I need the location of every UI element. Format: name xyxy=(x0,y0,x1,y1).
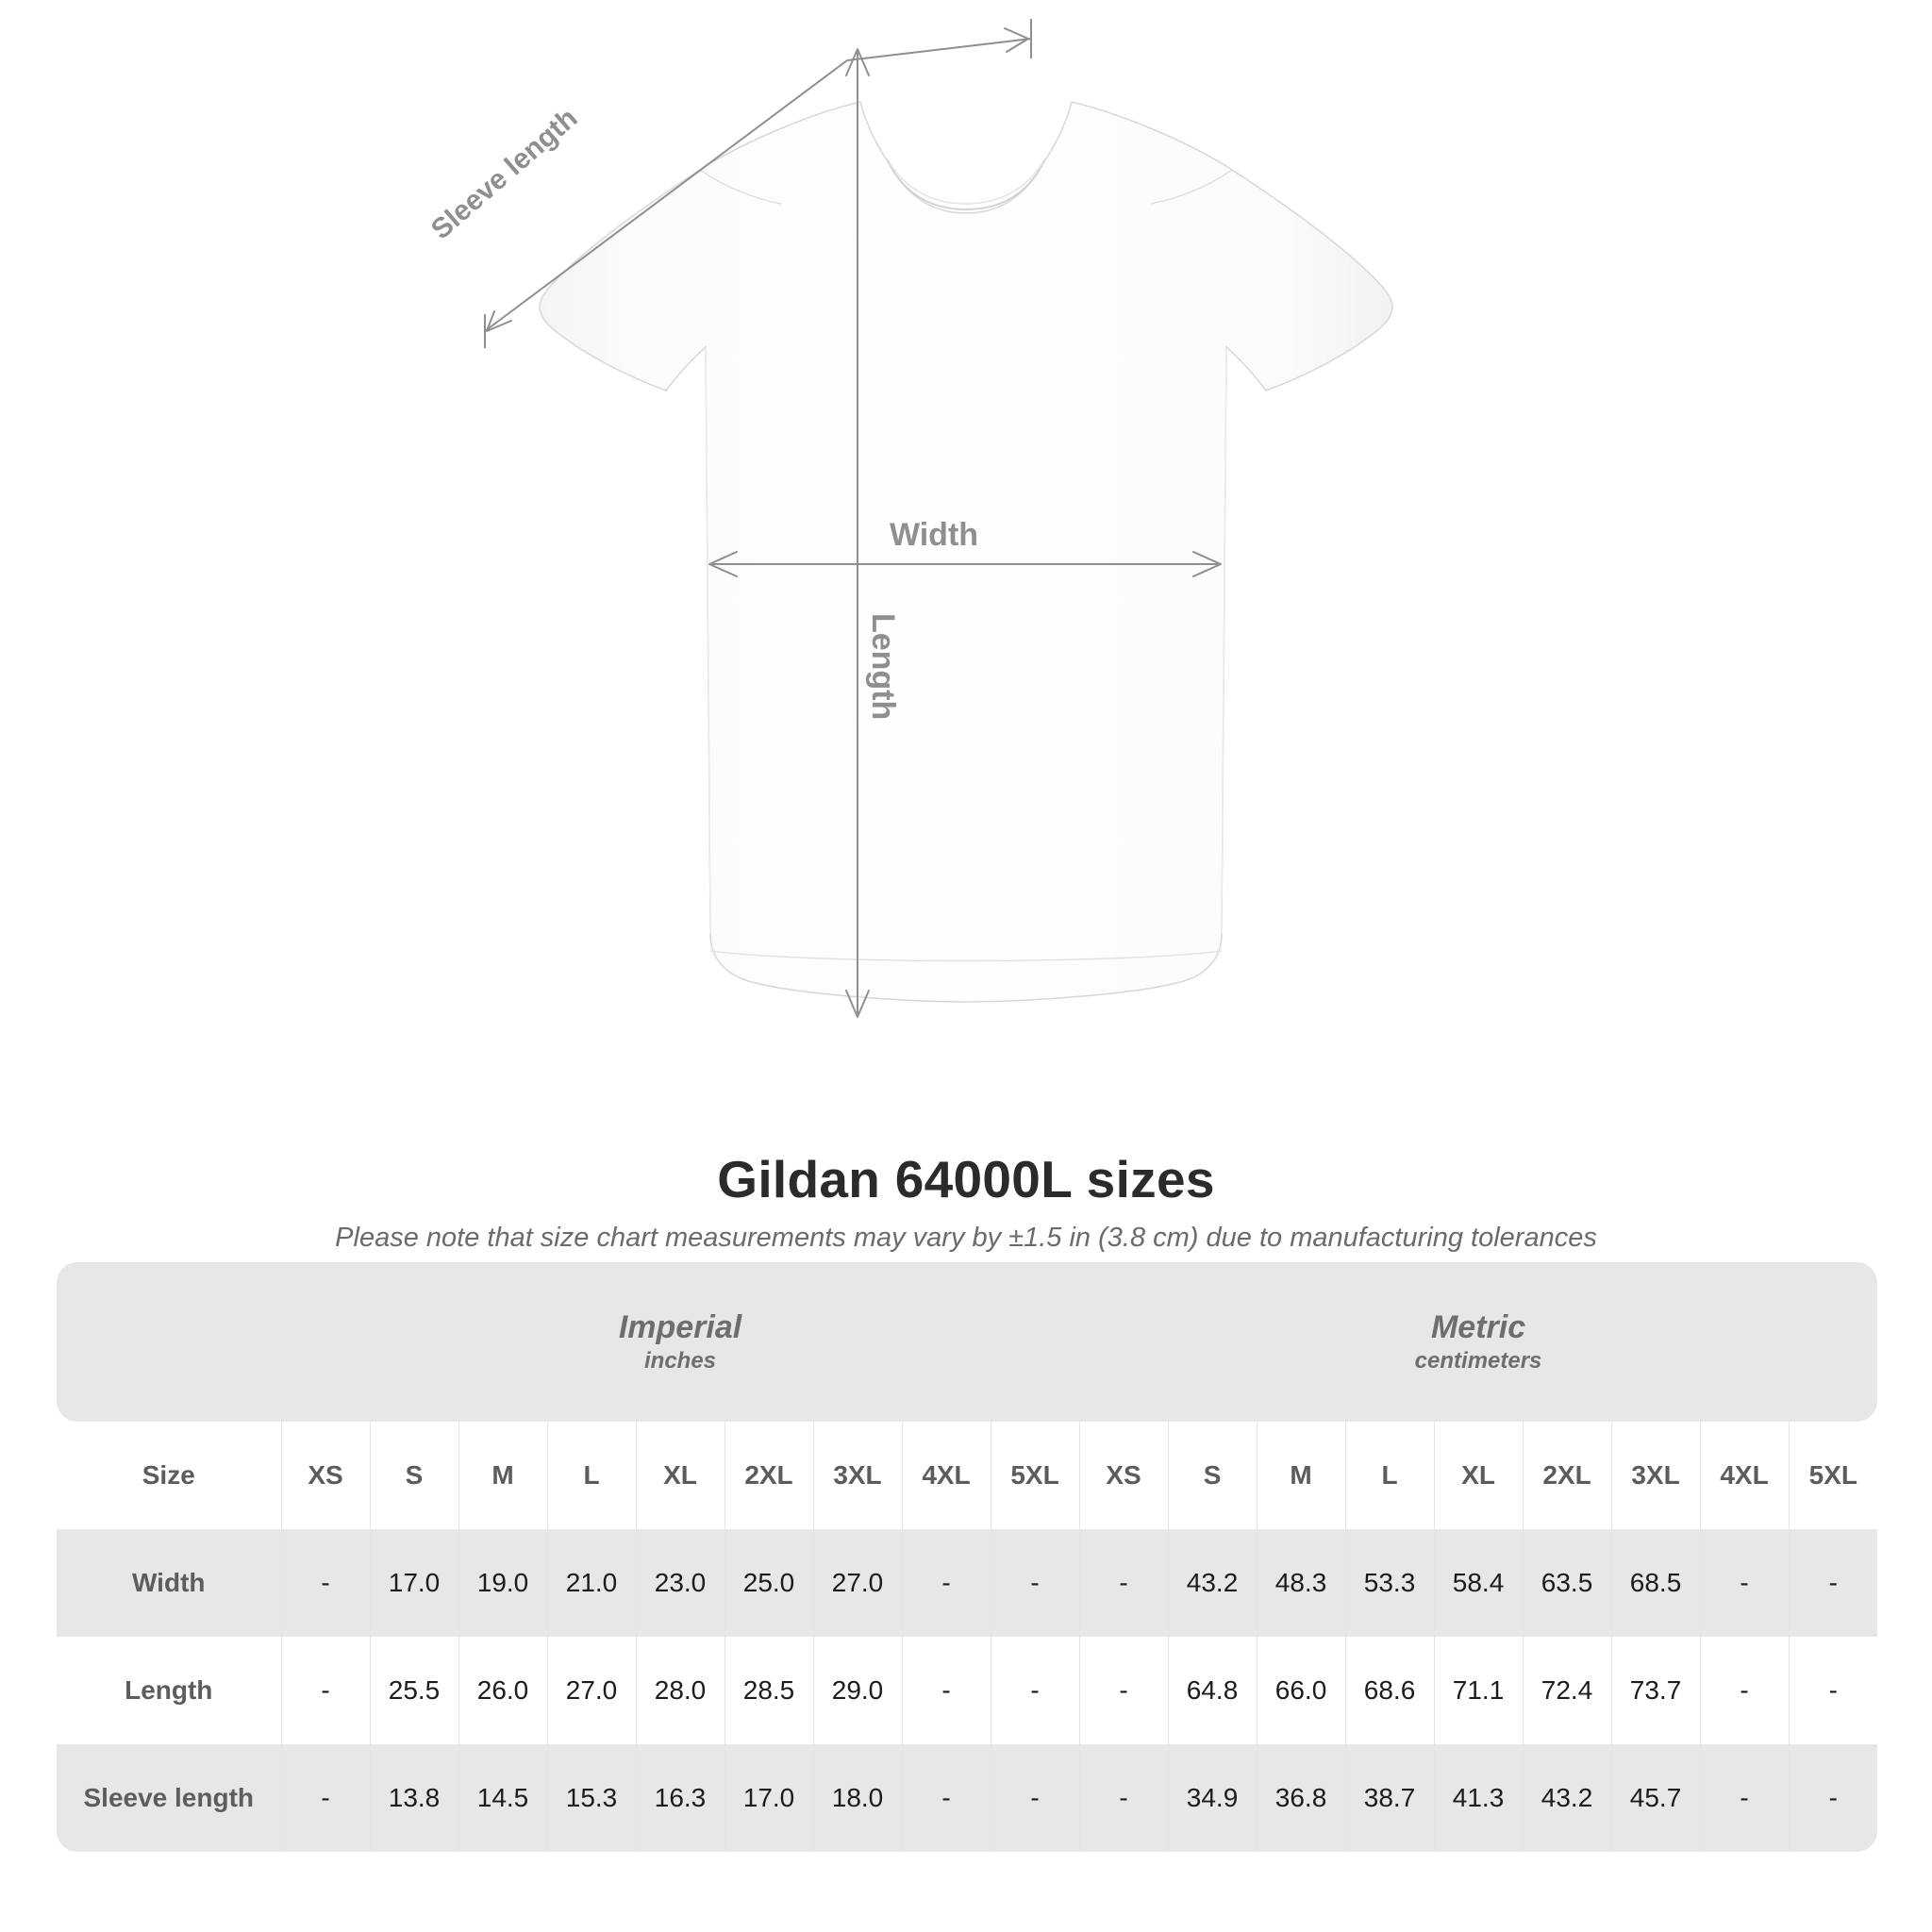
svg-text:Length: Length xyxy=(865,613,901,720)
svg-text:Sleeve length: Sleeve length xyxy=(425,102,584,245)
svg-text:Width: Width xyxy=(890,517,978,553)
